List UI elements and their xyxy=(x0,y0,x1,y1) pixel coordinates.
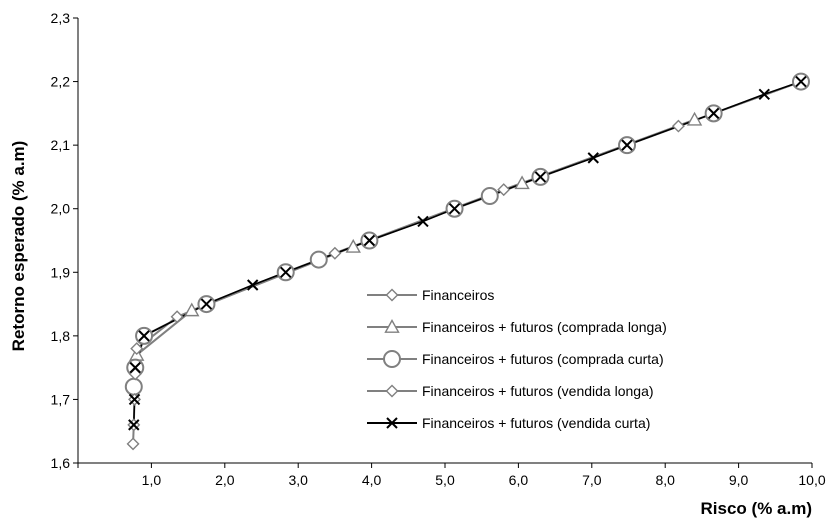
diamond-marker xyxy=(385,384,399,398)
legend-marker xyxy=(383,350,401,368)
x-marker xyxy=(417,215,429,228)
circle-marker xyxy=(480,187,499,205)
y-axis-label: Retorno esperado (% a.m) xyxy=(9,141,28,352)
x-tick-label: 8,0 xyxy=(655,472,675,488)
x-marker xyxy=(128,393,141,406)
triangle-marker xyxy=(184,302,200,317)
triangle-marker xyxy=(384,319,400,333)
series-line xyxy=(132,80,802,425)
diamond-marker xyxy=(170,310,184,324)
ticks-layer: 1,6 1,7 1,8 1,9 2,0 2,1 2,2 2,3 1,0 2,0 3,0 4,0 5,0 6… xyxy=(51,10,826,488)
series-layer xyxy=(124,72,810,451)
legend-marker xyxy=(384,319,400,333)
diamond-marker xyxy=(126,437,140,451)
x-marker xyxy=(707,107,720,120)
series-markers xyxy=(126,119,685,451)
x-tick-label: 7,0 xyxy=(582,472,602,488)
y-tick-label: 1,9 xyxy=(51,264,71,280)
diamond-marker xyxy=(130,342,144,356)
diamond-marker xyxy=(497,183,511,197)
series-markers xyxy=(124,72,810,396)
series-markers xyxy=(129,111,703,361)
x-marker xyxy=(129,361,141,374)
circle-marker xyxy=(124,377,143,396)
x-marker xyxy=(363,234,376,247)
x-tick-label: 4,0 xyxy=(362,472,382,488)
x-tick-label: 1,0 xyxy=(142,472,162,488)
legend-label: Financeiros + futuros (comprada longa) xyxy=(422,319,667,335)
x-marker xyxy=(448,203,461,215)
x-marker xyxy=(587,152,599,164)
diamond-marker xyxy=(328,246,342,260)
x-tick-label: 3,0 xyxy=(288,472,308,488)
x-tick-label: 9,0 xyxy=(729,472,749,488)
x-tick-label: 10,0 xyxy=(798,472,825,488)
y-tick-label: 1,8 xyxy=(51,328,71,344)
diamond-marker xyxy=(671,119,685,133)
x-marker xyxy=(386,417,398,429)
y-tick-label: 2,3 xyxy=(51,10,71,26)
x-marker xyxy=(534,171,547,183)
legend-marker xyxy=(385,384,399,398)
triangle-marker xyxy=(345,238,361,253)
x-marker xyxy=(138,330,150,342)
y-tick-label: 2,2 xyxy=(51,74,71,90)
x-marker xyxy=(200,298,213,310)
y-tick-label: 1,6 xyxy=(51,455,71,471)
triangle-marker xyxy=(686,111,703,126)
circle-marker xyxy=(383,350,401,368)
x-marker xyxy=(128,419,140,431)
x-tick-label: 5,0 xyxy=(435,472,455,488)
legend-marker xyxy=(386,417,398,429)
x-marker xyxy=(246,279,259,291)
legend-label: Financeiros xyxy=(422,287,494,303)
legend-label: Financeiros + futuros (vendida longa) xyxy=(422,383,654,399)
x-tick-label: 2,0 xyxy=(215,472,235,488)
x-tick-label: 6,0 xyxy=(509,472,529,488)
x-marker xyxy=(280,266,292,278)
x-axis-label: Risco (% a.m) xyxy=(701,499,812,518)
y-tick-label: 1,7 xyxy=(51,391,71,407)
circle-marker xyxy=(309,250,328,269)
legend-label: Financeiros + futuros (comprada curta) xyxy=(422,351,664,367)
x-marker xyxy=(795,75,807,88)
legend: Financeiros Financeiros + futuros (compra… xyxy=(367,287,667,431)
legend-label: Financeiros + futuros (vendida curta) xyxy=(422,415,650,431)
diamond-marker xyxy=(385,288,399,302)
legend-marker xyxy=(385,288,399,302)
triangle-marker xyxy=(514,175,530,190)
x-marker xyxy=(621,139,633,151)
x-marker xyxy=(758,88,770,100)
series-line xyxy=(132,80,802,387)
y-tick-label: 2,0 xyxy=(51,201,71,217)
y-tick-label: 2,1 xyxy=(51,137,71,153)
series-markers xyxy=(128,75,807,431)
